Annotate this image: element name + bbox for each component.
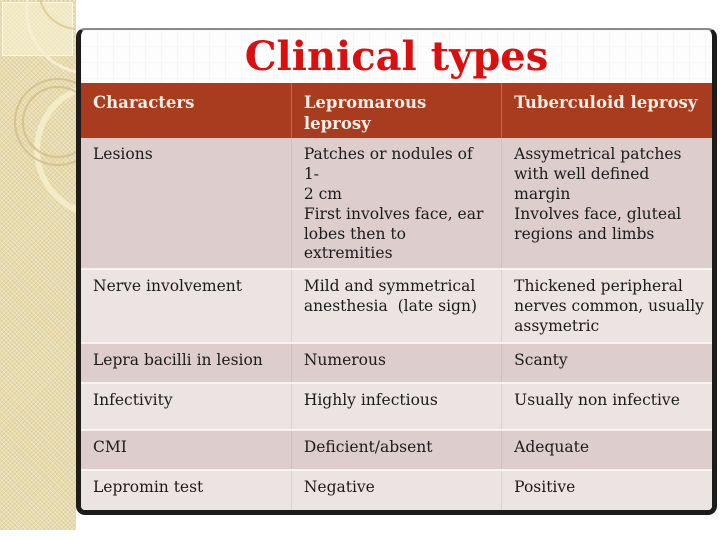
- table-row-lepromin-test: Lepromin test Negative Positive: [81, 470, 712, 510]
- cell-lepromarous: Negative: [291, 470, 503, 510]
- table-row-lesions: Lesions Patches or nodules of 1- 2 cm Fi…: [81, 138, 712, 271]
- table-row-prognosis: Prognosis Bad Good: [81, 513, 712, 515]
- cell-tuberculoid: Scanty: [501, 343, 712, 385]
- cell-lepromarous: Bad: [291, 513, 501, 515]
- cell-lepromarous: Numerous: [291, 343, 503, 385]
- cell-tuberculoid: Positive: [501, 470, 712, 510]
- row-label: Prognosis: [81, 513, 291, 515]
- column-header-tuberculoid-leprosy: Tuberculoid leprosy: [501, 83, 712, 139]
- slide-title: Clinical types: [244, 33, 549, 80]
- table-row-infectivity: Infectivity Highly infectious Usually no…: [81, 383, 712, 432]
- cell-lepromarous: Deficient/absent: [291, 430, 503, 472]
- row-label: Infectivity: [81, 383, 292, 432]
- clinical-types-table: Characters Lepromarous leprosy Tuberculo…: [81, 83, 712, 515]
- cell-tuberculoid: Thickened peripheral nerves common, usua…: [501, 269, 712, 345]
- table-header-row: Characters Lepromarous leprosy Tuberculo…: [81, 83, 712, 139]
- row-label: Nerve involvement: [81, 269, 292, 345]
- decorative-left-band: [0, 0, 76, 530]
- cell-lepromarous: Mild and symmetrical anesthesia (late si…: [291, 269, 503, 345]
- cell-lepromarous: Patches or nodules of 1- 2 cm First invo…: [291, 138, 503, 271]
- table-row-nerve-involvement: Nerve involvement Mild and symmetrical a…: [81, 269, 712, 345]
- column-header-characters: Characters: [81, 83, 292, 139]
- column-header-lepromarous-leprosy: Lepromarous leprosy: [291, 83, 503, 139]
- cell-tuberculoid: Good: [502, 513, 712, 515]
- cell-lepromarous: Highly infectious: [291, 383, 503, 432]
- decorative-double-ring-circle: [14, 78, 76, 166]
- table-row-cmi: CMI Deficient/absent Adequate: [81, 430, 712, 472]
- row-label: Lepra bacilli in lesion: [81, 343, 292, 385]
- row-label: CMI: [81, 430, 292, 472]
- cell-tuberculoid: Usually non infective: [501, 383, 712, 432]
- cell-tuberculoid: Adequate: [501, 430, 712, 472]
- row-label: Lesions: [81, 138, 292, 271]
- cell-tuberculoid: Assymetrical patches with well defined m…: [501, 138, 712, 271]
- table-row-lepra-bacilli: Lepra bacilli in lesion Numerous Scanty: [81, 343, 712, 385]
- row-label: Lepromin test: [81, 470, 292, 510]
- slide-frame: Clinical types Characters Lepromarous le…: [76, 28, 717, 515]
